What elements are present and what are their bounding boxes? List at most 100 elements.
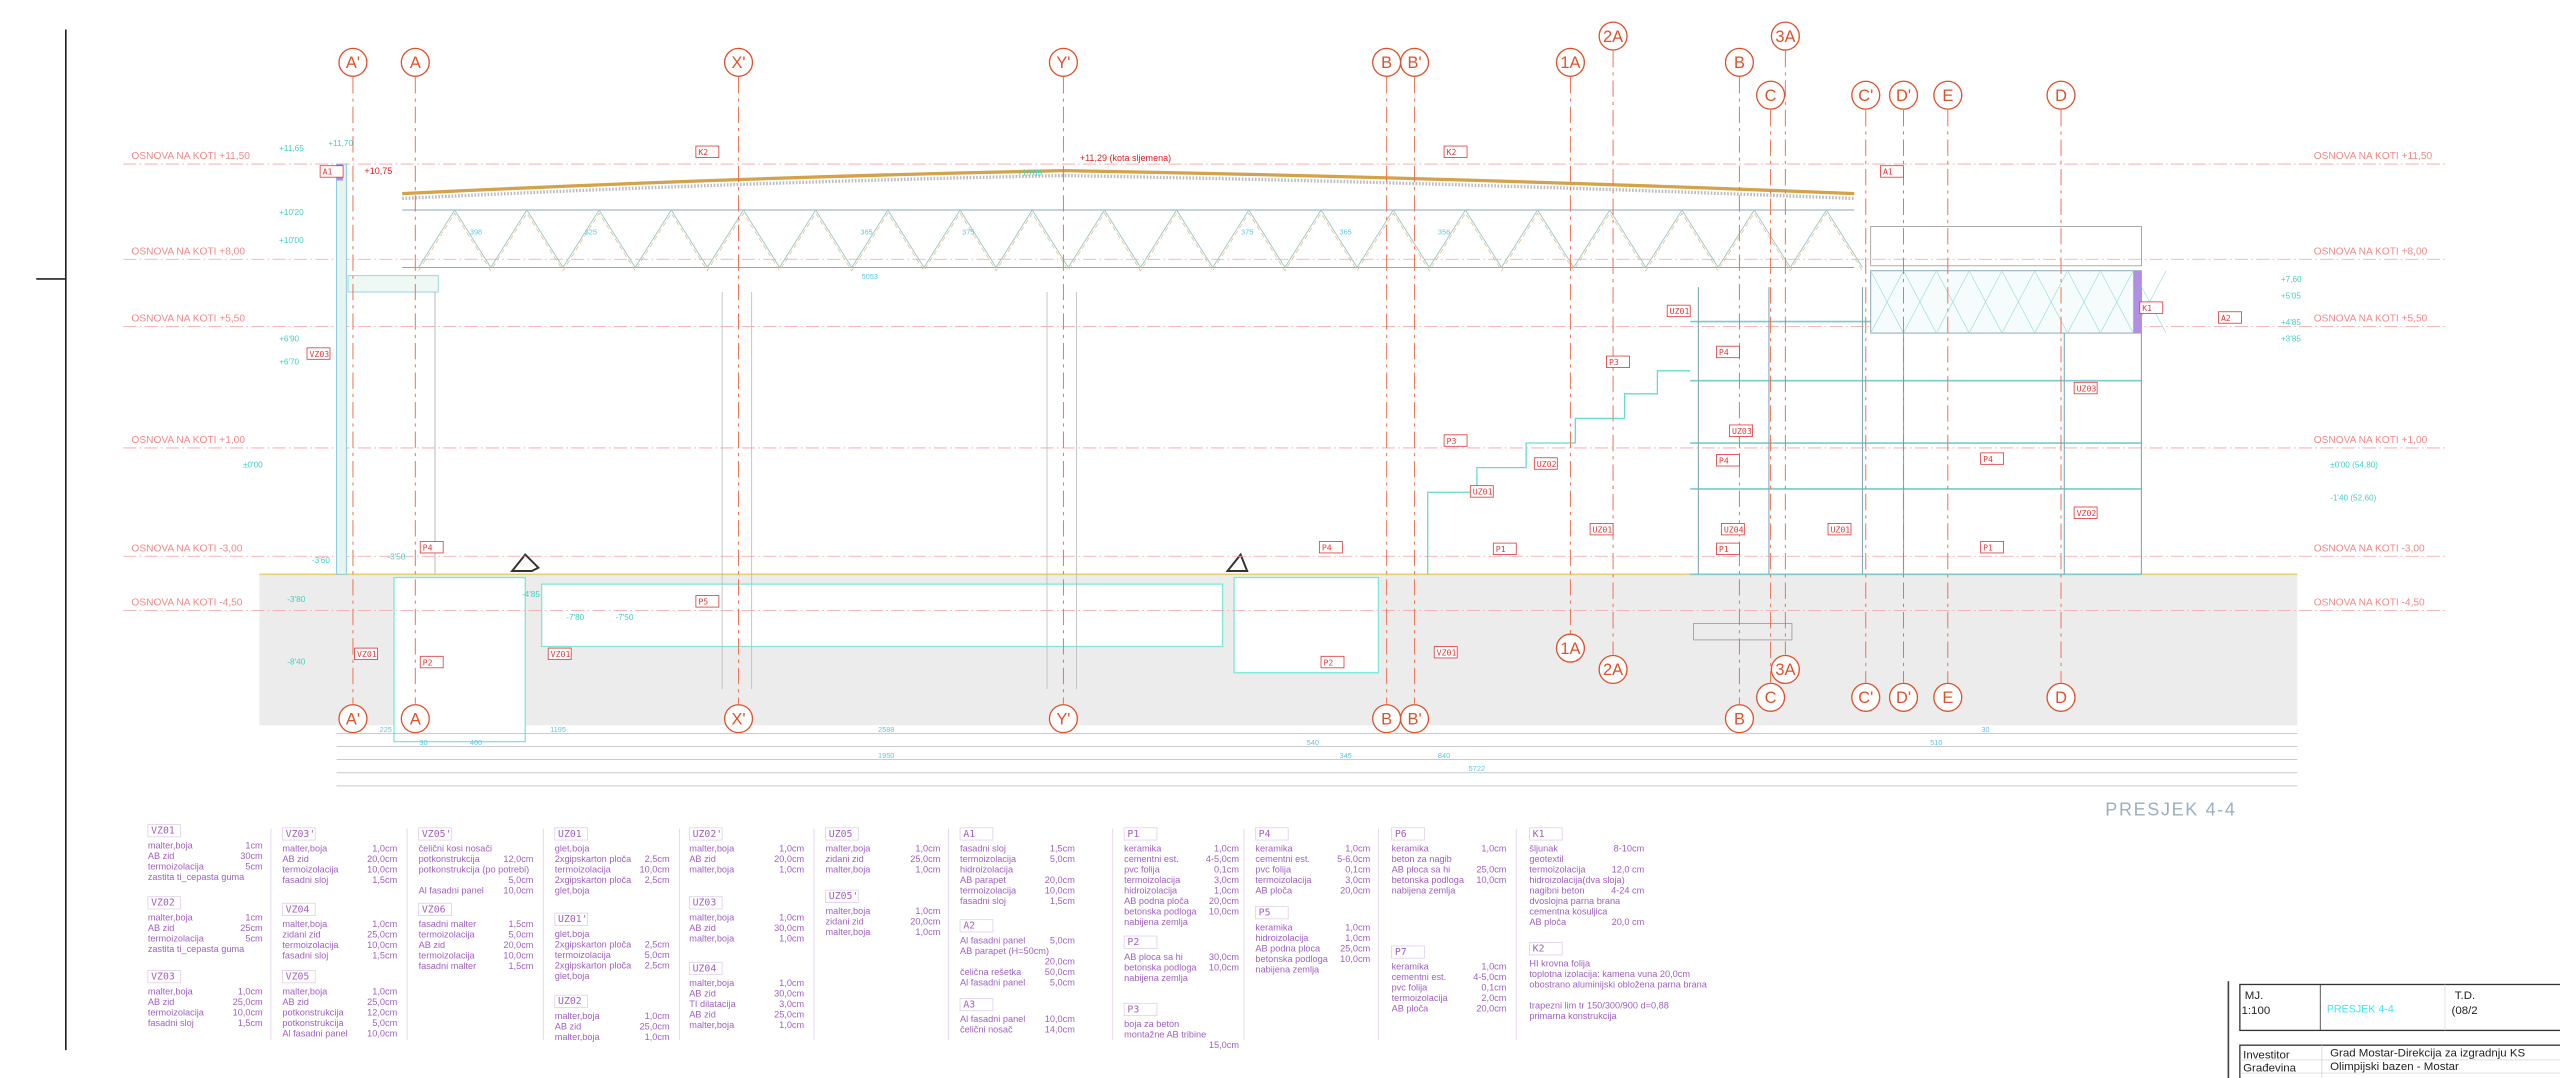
parapet-a2 bbox=[2133, 270, 2142, 334]
legend-code: VZ05 bbox=[286, 972, 310, 983]
axis-bubble-bottom bbox=[1724, 704, 1755, 734]
legend-layer-name: termoizolacija bbox=[282, 865, 339, 875]
legend-layer-name: keramika bbox=[1255, 922, 1293, 932]
legend-code: VZ06 bbox=[422, 904, 446, 915]
legend-layer-thickness: 1,0cm bbox=[779, 912, 804, 922]
roof-layer bbox=[402, 169, 1855, 196]
legend-code: A3 bbox=[963, 999, 975, 1010]
legend-code-box bbox=[825, 889, 859, 903]
bottom-dimension: 30 bbox=[1981, 725, 1989, 734]
legend-code: UZ01' bbox=[558, 914, 588, 925]
legend-code: A2 bbox=[963, 921, 975, 932]
legend-layer-name: Al fasadni panel bbox=[282, 1028, 347, 1038]
pool-starting-block-left bbox=[510, 553, 541, 572]
legend-code-box bbox=[147, 896, 182, 910]
axis-label-bottom: C bbox=[1765, 689, 1777, 707]
legend-code-box bbox=[1254, 827, 1289, 841]
legend-layer-thickness: 0,1cm bbox=[1481, 983, 1506, 993]
axis-bubble-top bbox=[1888, 80, 1919, 110]
legend-layer-name: toplotna izolacija: kamena vuna 20,0cm bbox=[1529, 969, 1690, 979]
legend-layer-name: AB zid bbox=[282, 997, 309, 1007]
material-tag: UZ02 bbox=[1537, 459, 1557, 469]
axis-label-bottom: B bbox=[1734, 710, 1745, 728]
material-tag-box bbox=[1533, 457, 1558, 470]
legend-layer-thickness: 1,0cm bbox=[1345, 844, 1370, 854]
legend-layer-name: zidani zid bbox=[282, 930, 320, 940]
pool-basin bbox=[540, 583, 1224, 648]
investor-value: Grad Mostar-Direkcija za izgradnju KS bbox=[2330, 1048, 2525, 1060]
legend-block-uz02-prime: UZ02' malter,boja 1,0cm AB zid 20,0cm malter,… bbox=[688, 827, 805, 875]
legend-code: P5 bbox=[1259, 908, 1271, 919]
legend-layer-thickness: 4-5,0cm bbox=[1206, 854, 1239, 864]
material-tag: P1 bbox=[1496, 544, 1506, 554]
legend-layer-thickness: 1,0cm bbox=[372, 986, 397, 996]
legend-layer-thickness: 20,0cm bbox=[774, 854, 804, 864]
legend-layer-thickness: 8-10cm bbox=[1614, 844, 1645, 854]
legend-layer-name: termoizolacija bbox=[555, 950, 612, 960]
elevation-mark: +11,65 bbox=[279, 144, 304, 153]
legend-layer-name: AB parapet bbox=[960, 875, 1006, 885]
bottom-dimension: 840 bbox=[1438, 751, 1450, 760]
legend-layer-thickness: 20,0cm bbox=[1045, 956, 1075, 966]
legend-layer-name: malter,boja bbox=[148, 840, 194, 850]
legend-layer-name: cementni est. bbox=[1124, 854, 1179, 864]
bottom-dimension: 30 bbox=[419, 738, 427, 747]
legend-layer-name: dvoslojna parna brana bbox=[1529, 896, 1621, 906]
axis-bubble-bottom bbox=[1048, 704, 1079, 734]
legend-layer-thickness: 1,5cm bbox=[238, 1018, 263, 1028]
legend-layer-thickness: 20,0cm bbox=[503, 940, 533, 950]
material-legend: VZ01 malter,boja 1cm AB zid 30cm termoizolaci… bbox=[147, 824, 1708, 1050]
material-tag-box bbox=[1716, 345, 1740, 359]
legend-layer-thickness: 1,5cm bbox=[372, 951, 397, 961]
bottom-dimension: 510 bbox=[1930, 738, 1942, 747]
legend-layer-thickness: 1,0cm bbox=[372, 919, 397, 929]
legend-layer-name: cementni est. bbox=[1255, 854, 1310, 864]
material-tag-box bbox=[695, 595, 720, 608]
legend-layer-name: boja za beton bbox=[1124, 1019, 1179, 1029]
legend-layer-thickness: 30,0cm bbox=[774, 923, 804, 933]
level-label-left: OSNOVA NA KOTI +8,00 bbox=[131, 246, 245, 257]
legend-code: VZ01 bbox=[151, 826, 175, 837]
legend-layer-name: malter,boja bbox=[689, 912, 735, 922]
material-tag: P1 bbox=[1983, 542, 1993, 552]
legend-block-vz04: VZ04 malter,boja 1,0cm zidani zid 25,0cm term… bbox=[281, 902, 398, 961]
legend-layer-name: AB parapet (H=50cm) bbox=[960, 946, 1049, 956]
legend-code-box bbox=[147, 824, 182, 838]
axis-bubble-top bbox=[1851, 80, 1881, 110]
legend-layer-thickness: 10,0cm bbox=[1340, 954, 1370, 964]
legend-layer-thickness: 1,0cm bbox=[915, 927, 940, 937]
legend-layer-name: termoizolacija bbox=[1529, 865, 1586, 875]
legend-layer-name: malter,boja bbox=[148, 986, 194, 996]
axis-bubble-bottom bbox=[1399, 704, 1430, 734]
legend-layer-thickness: 1cm bbox=[245, 912, 263, 922]
legend-layer-name: termoizolacija bbox=[555, 865, 612, 875]
scale-label: MJ. bbox=[2245, 990, 2263, 1002]
legend-layer-thickness: 1,0cm bbox=[779, 865, 804, 875]
material-tag-box bbox=[1729, 424, 1753, 437]
legend-layer-thickness: 1,0cm bbox=[1345, 933, 1370, 943]
bottom-dimension: 2588 bbox=[878, 725, 894, 734]
title-block-info bbox=[2239, 1044, 2560, 1078]
material-tag-box bbox=[1980, 452, 2004, 465]
legend-layer-name: termoizolacija bbox=[960, 854, 1017, 864]
legend-layer-name: primarna konstrukcija bbox=[1529, 1011, 1617, 1021]
material-tag-box bbox=[695, 145, 720, 158]
legend-layer-name: 2xgipskarton ploča bbox=[555, 854, 632, 864]
legend-layer-name: betonska podloga bbox=[1392, 875, 1465, 885]
legend-layer-name: termoizolacija bbox=[148, 1007, 205, 1017]
legend-layer-name: AB zid bbox=[689, 854, 716, 864]
legend-layer-thickness: 2,5cm bbox=[645, 875, 670, 885]
legend-layer-thickness: 10,0cm bbox=[503, 951, 533, 961]
legend-block-p2: P2 AB ploca sa hi 30,0cm betonska podloga 10… bbox=[1123, 935, 1239, 983]
truss-dimension: 325 bbox=[585, 228, 597, 237]
legend-layer-name: malter,boja bbox=[689, 1020, 735, 1030]
legend-layer-name: AB zid bbox=[689, 923, 716, 933]
legend-code-box bbox=[147, 970, 182, 984]
legend-layer-name: nabijena zemlja bbox=[1124, 973, 1189, 983]
elevation-ridge: +11,29 (kota sljemena) bbox=[1080, 153, 1171, 163]
legend-layer-thickness: 20,0cm bbox=[1045, 875, 1075, 885]
elevation-marks: +10,75 +11,29 (kota sljemena) +11,65 +11,70… bbox=[243, 139, 2378, 666]
axis-bubble-top bbox=[1724, 47, 1755, 77]
